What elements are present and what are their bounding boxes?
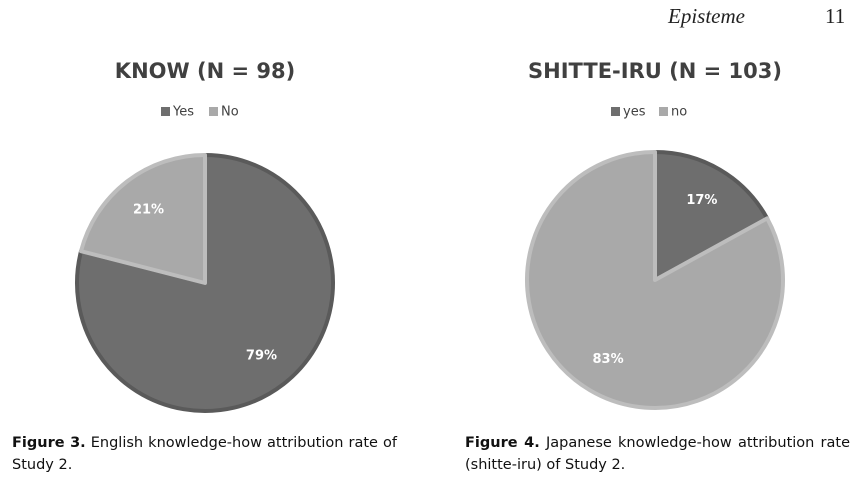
pie-slice (79, 153, 207, 285)
chart-title: KNOW (N = 98) (115, 59, 295, 83)
data-label: 17% (686, 193, 717, 208)
data-label: 79% (246, 348, 277, 363)
caption-text: Japanese knowledge-how attribution rate … (465, 435, 850, 473)
caption-label: Figure 3. (12, 435, 86, 451)
legend-label: Yes (172, 105, 194, 120)
legend-swatch (611, 107, 620, 116)
data-label: 21% (133, 203, 164, 218)
legend-swatch (209, 107, 218, 116)
journal-name: Episteme (668, 4, 745, 28)
data-label: 83% (593, 352, 624, 367)
legend-label: yes (623, 105, 646, 120)
pie-slice (525, 150, 785, 410)
caption-text: English knowledge-how attribution rate o… (12, 435, 397, 473)
legend-swatch (659, 107, 668, 116)
legend-label: No (221, 105, 239, 120)
legend-label: no (671, 105, 687, 120)
caption: Figure 4. Japanese knowledge-how attribu… (465, 432, 850, 476)
chart-title: SHITTE-IRU (N = 103) (528, 59, 782, 83)
charts: KNOW (N = 98) Yes No 79% 21% SHITTE-IRU (N = … (75, 59, 785, 413)
pie-slice (653, 150, 770, 282)
caption-label: Figure 4. (465, 435, 540, 451)
legend-swatch (161, 107, 170, 116)
caption: Figure 3. English knowledge-how attribut… (12, 432, 397, 476)
page-number: 11 (825, 4, 846, 28)
